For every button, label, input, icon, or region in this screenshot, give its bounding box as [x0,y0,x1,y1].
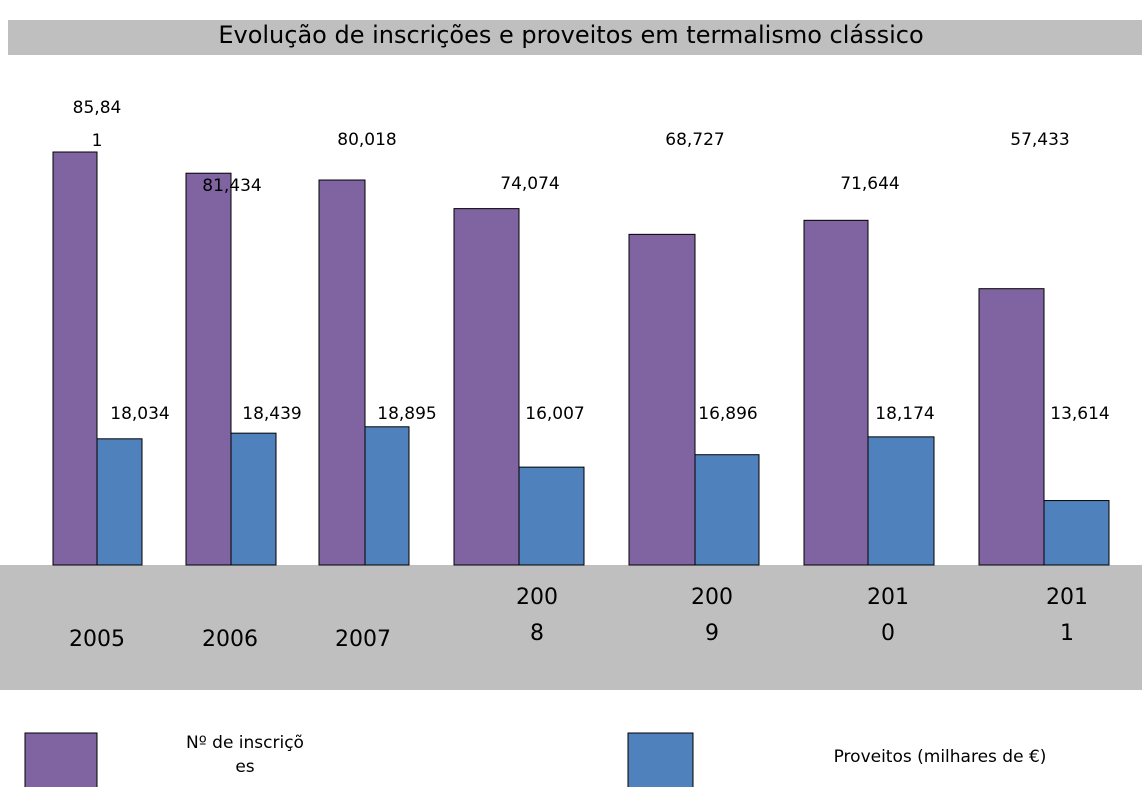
category-band [0,565,1142,690]
data-label: 74,074 [500,174,560,194]
data-label: 80,018 [337,130,397,150]
x-tick-label: 2011 [1046,585,1088,647]
legend-swatch [627,732,694,787]
legend-label: Proveitos (milhares de €) [833,747,1047,767]
x-tick-label: 2010 [867,585,909,647]
bar [803,219,869,566]
x-tick-label: 2008 [516,585,558,647]
bar [364,426,410,566]
bar [185,172,232,566]
data-label: 81,434 [202,176,262,196]
x-tick-label: 2006 [202,627,258,652]
bar [518,466,585,566]
data-label: 13,614 [1050,404,1110,424]
legend-swatch [24,732,98,787]
bar [230,432,277,566]
data-label: 18,034 [110,404,170,424]
x-tick-label: 2007 [335,627,391,652]
data-label: 18,895 [377,404,437,424]
bar [453,208,520,566]
data-label: 57,433 [1010,130,1070,150]
bar [978,288,1045,566]
chart-title: Evolução de inscrições e proveitos em te… [218,21,924,49]
data-label: 18,174 [875,404,935,424]
data-label: 71,644 [840,174,900,194]
data-label: 16,896 [698,404,758,424]
data-label: 18,439 [242,404,302,424]
bar [52,151,98,566]
bar [96,438,143,566]
data-label: 16,007 [525,404,585,424]
x-tick-label: 2005 [69,627,125,652]
bar [867,436,935,566]
bar [318,179,366,566]
title-band [8,20,1142,55]
data-label: 68,727 [665,130,725,150]
data-label: 85,841 [72,98,122,152]
legend-label: Nº de inscrições [186,733,304,777]
bar [694,454,760,566]
x-tick-label: 2009 [691,585,733,647]
bar [1043,500,1110,566]
bar [628,233,696,566]
